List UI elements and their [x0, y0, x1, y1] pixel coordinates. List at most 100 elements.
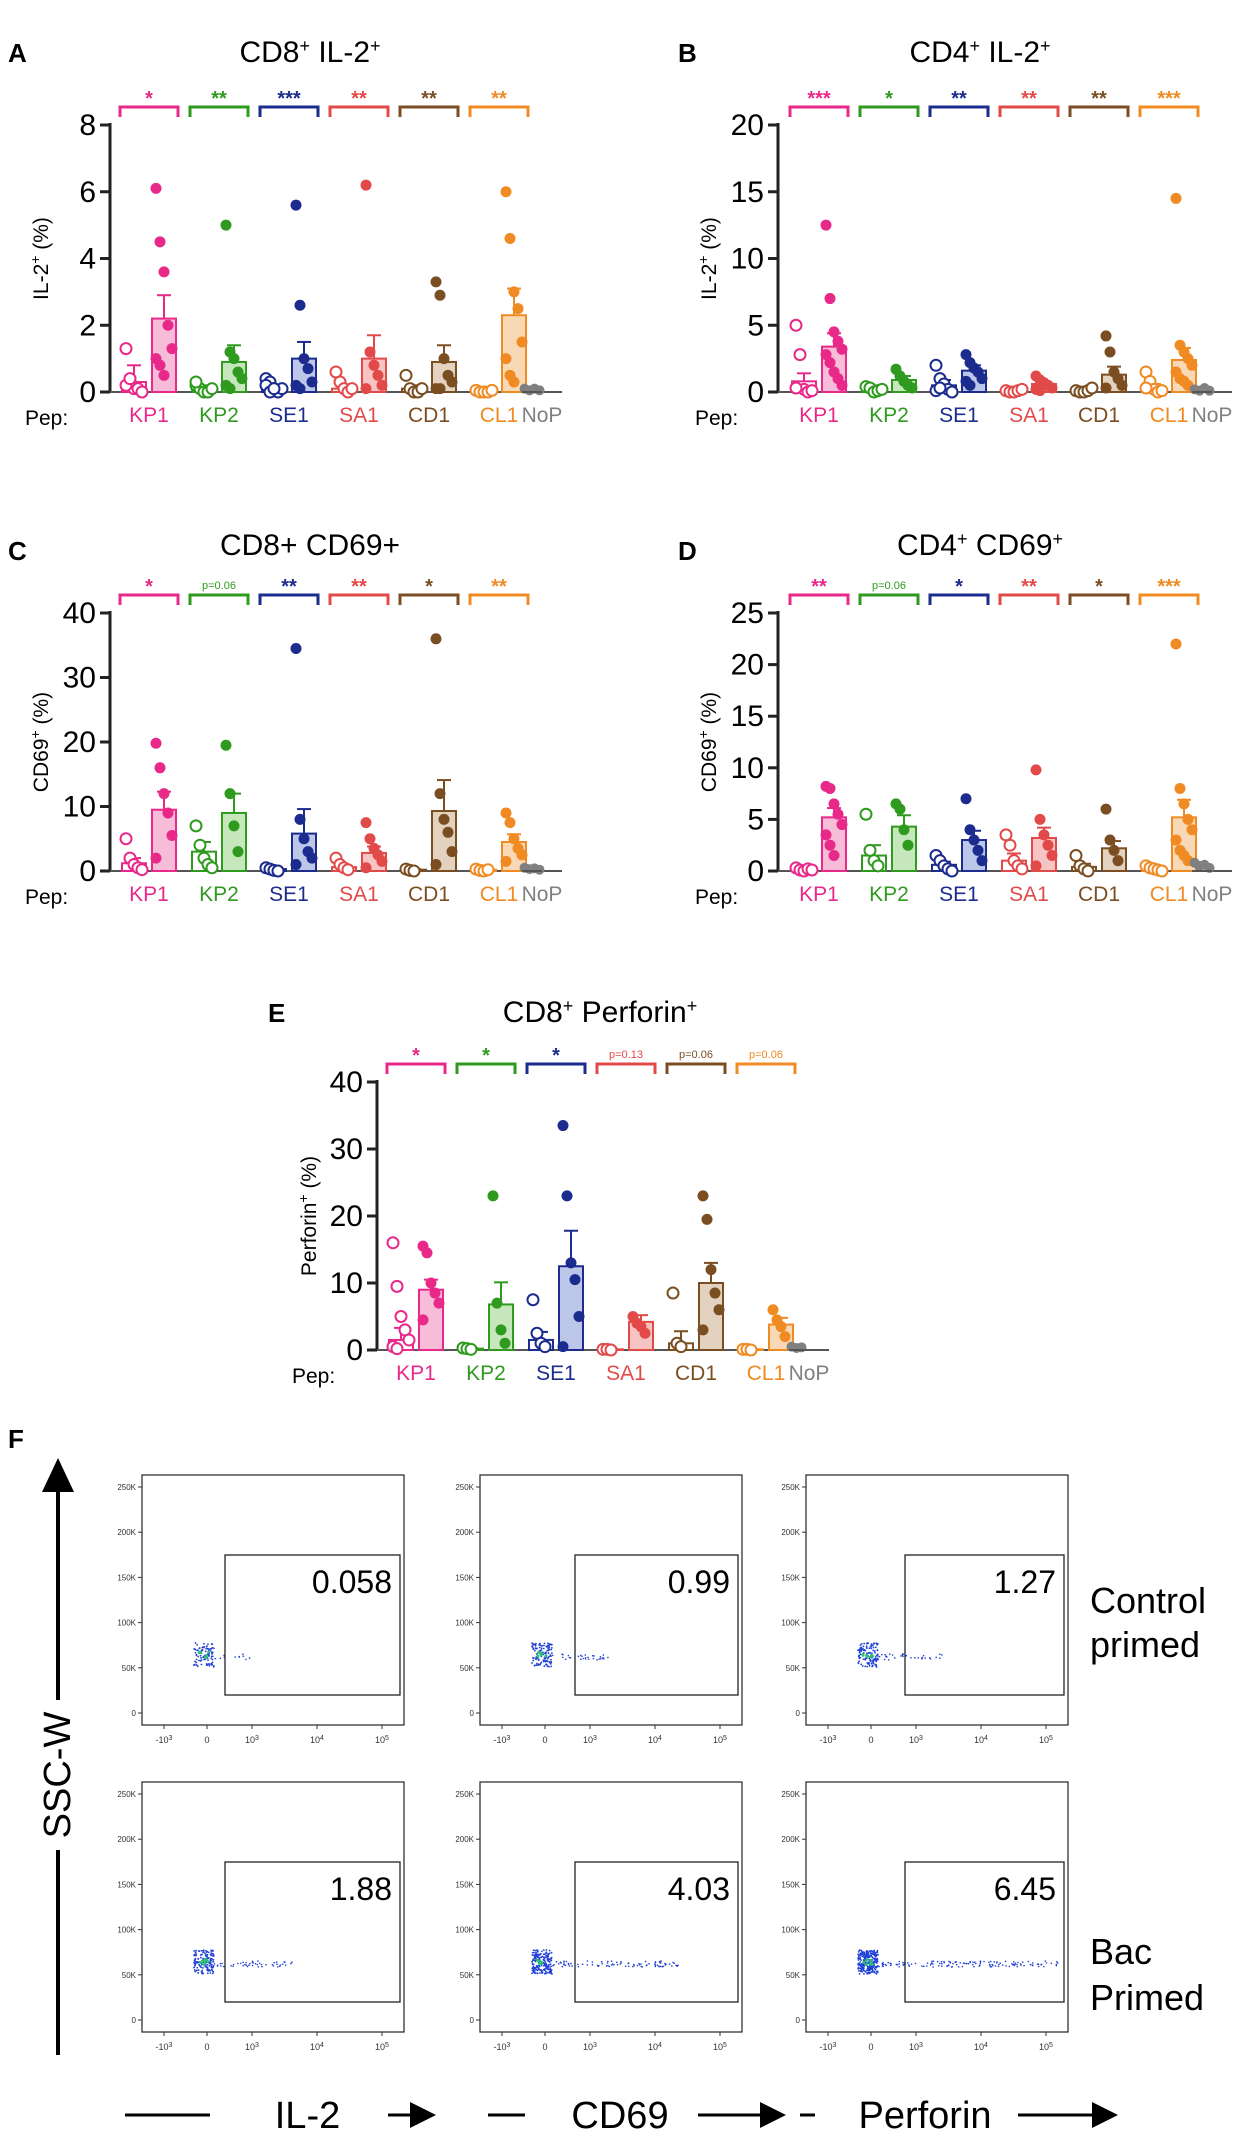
title-sup: +	[957, 529, 968, 549]
point-unprimed	[789, 318, 803, 332]
significance-bracket	[788, 593, 850, 605]
flow-event	[910, 1963, 913, 1965]
flow-event	[926, 1965, 928, 1967]
flow-event-dense	[869, 1961, 873, 1965]
point-primed	[561, 1190, 573, 1202]
flow-x-tick-sup: 4	[320, 2042, 324, 2049]
flow-event	[607, 1960, 609, 1963]
flow-x-tick-base: -10	[820, 1735, 833, 1745]
flow-event	[926, 1962, 929, 1964]
flow-event	[1001, 1964, 1004, 1966]
significance-label: **	[351, 576, 367, 598]
flow-event	[220, 1965, 222, 1967]
flow-event	[885, 1964, 888, 1967]
flow-event	[963, 1962, 965, 1965]
point-primed	[573, 1311, 585, 1322]
point-primed	[433, 1297, 445, 1309]
flow-event	[532, 1958, 535, 1961]
point-primed	[294, 813, 306, 825]
flow-event	[545, 1954, 548, 1957]
point-primed	[158, 788, 170, 800]
flow-x-tick-label: -103	[494, 1735, 511, 1746]
flow-x-tick-base: 0	[868, 2042, 873, 2052]
flow-event	[202, 1646, 204, 1648]
flow-event	[547, 1649, 550, 1652]
flow-event	[860, 1969, 863, 1972]
flow-event	[206, 1645, 208, 1648]
flow-y-tick-label: 0	[132, 2016, 137, 2025]
flow-event	[550, 1951, 553, 1954]
significance-bracket	[258, 593, 320, 605]
point-primed	[154, 762, 166, 774]
flow-event	[858, 1657, 861, 1660]
significance-label: ***	[1157, 88, 1181, 110]
flow-y-tick-label: 150K	[781, 1880, 800, 1889]
flow-event	[208, 1664, 211, 1667]
point-primed	[968, 834, 980, 846]
flow-event	[873, 1960, 875, 1963]
ylabel-main: Perforin	[298, 1203, 321, 1277]
flow-event	[550, 1648, 553, 1651]
flow-event	[876, 1643, 878, 1646]
flow-event	[550, 1965, 553, 1968]
flow-event	[531, 1951, 534, 1954]
significance-bracket	[928, 105, 990, 117]
group-KP1: *** KP1	[788, 88, 850, 427]
flow-event	[656, 1964, 659, 1966]
flow-event	[531, 1960, 533, 1963]
flow-y-tick-label: 100K	[455, 1926, 474, 1935]
flow-event-dense	[536, 1959, 540, 1963]
flow-event	[888, 1653, 891, 1655]
title-mid: CD69	[967, 529, 1052, 562]
flow-event	[579, 1658, 582, 1661]
flow-event	[197, 1649, 199, 1652]
flow-event	[552, 1964, 554, 1967]
group-KP2: p=0.06 KP2	[188, 580, 250, 906]
flow-event-dense	[536, 1655, 540, 1659]
flow-event	[534, 1647, 537, 1649]
flow-event	[543, 1968, 546, 1970]
flow-event	[534, 1972, 537, 1974]
point-unprimed	[666, 1286, 680, 1300]
flow-event	[882, 1961, 884, 1964]
flow-event	[866, 1972, 869, 1975]
flow-event	[929, 1964, 932, 1966]
flow-event	[251, 1964, 254, 1967]
flow-event	[210, 1950, 213, 1953]
point-primed	[434, 289, 446, 301]
flow-event	[870, 1644, 873, 1647]
flow-event	[616, 1964, 619, 1966]
significance-bracket	[858, 105, 920, 117]
flow-event	[858, 1969, 860, 1972]
flow-event	[543, 1665, 546, 1668]
flow-y-tick-label: 50K	[122, 1664, 137, 1673]
flow-event	[206, 1950, 209, 1953]
flow-event	[570, 1962, 572, 1965]
flow-event	[599, 1656, 602, 1658]
flow-event	[940, 1960, 943, 1963]
flow-event	[549, 1963, 551, 1966]
flow-event	[200, 1963, 203, 1966]
point-primed	[434, 788, 446, 800]
point-primed	[516, 849, 528, 861]
point-primed	[446, 376, 458, 388]
point-primed	[220, 739, 232, 751]
flow-event-dense	[864, 1959, 868, 1963]
flow-y-tick-label: 250K	[117, 1483, 136, 1492]
flow-x-tick-base: 0	[204, 1735, 209, 1745]
x-arrow-head	[410, 2102, 436, 2128]
flow-event	[212, 1950, 214, 1952]
point-primed	[438, 813, 450, 825]
point-primed	[705, 1264, 717, 1276]
flow-event	[601, 1962, 603, 1965]
flow-event	[543, 1644, 545, 1647]
flow-event	[860, 1643, 863, 1645]
flow-event	[539, 1972, 541, 1974]
point-primed	[429, 1287, 441, 1299]
x-category-label: KP2	[869, 883, 909, 906]
flow-event	[857, 1649, 860, 1652]
flow-x-tick-base: 10	[1039, 2042, 1049, 2052]
flow-x-tick-label: 103	[245, 2042, 259, 2053]
flow-event	[531, 1662, 533, 1664]
flow-event	[212, 1970, 215, 1973]
